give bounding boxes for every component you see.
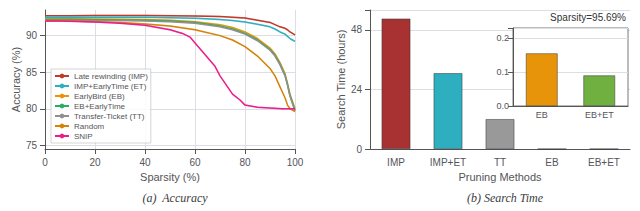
svg-text:(b) Search Time: (b) Search Time [467, 191, 544, 205]
svg-text:Sparsity (%): Sparsity (%) [140, 171, 200, 183]
svg-text:Late rewinding (IMP): Late rewinding (IMP) [74, 72, 148, 81]
svg-text:EarlyBird (EB): EarlyBird (EB) [74, 92, 125, 101]
svg-text:IMP+ET: IMP+ET [430, 157, 466, 168]
svg-text:Transfer-Ticket (TT): Transfer-Ticket (TT) [74, 112, 145, 121]
svg-text:100: 100 [287, 157, 304, 168]
svg-text:SNIP: SNIP [74, 132, 93, 141]
svg-text:0.2: 0.2 [496, 33, 509, 43]
svg-text:EB+ET: EB+ET [585, 110, 614, 120]
svg-text:EB: EB [536, 110, 548, 120]
svg-text:Search Time (hours): Search Time (hours) [335, 30, 347, 130]
svg-text:Pruning Methods: Pruning Methods [458, 171, 542, 183]
svg-text:48: 48 [351, 24, 363, 35]
svg-text:75: 75 [26, 140, 38, 151]
svg-text:Random: Random [74, 122, 105, 131]
svg-text:0.1: 0.1 [496, 67, 509, 77]
svg-text:EB: EB [545, 157, 559, 168]
svg-text:90: 90 [26, 30, 38, 41]
svg-text:EB+EarlyTime: EB+EarlyTime [74, 102, 126, 111]
svg-text:EB+ET: EB+ET [588, 157, 620, 168]
svg-text:(a) Accuracy: (a) Accuracy [142, 191, 208, 205]
svg-text:IMP+EarlyTime (ET): IMP+EarlyTime (ET) [74, 82, 147, 91]
svg-text:TT: TT [494, 157, 506, 168]
svg-text:40: 40 [139, 157, 151, 168]
svg-text:80: 80 [239, 157, 251, 168]
svg-text:20: 20 [89, 157, 101, 168]
svg-text:85: 85 [26, 67, 38, 78]
svg-text:24: 24 [351, 84, 363, 95]
svg-text:0.0: 0.0 [496, 101, 509, 111]
svg-text:Sparsity=95.69%: Sparsity=95.69% [550, 12, 626, 23]
svg-text:Accuracy (%): Accuracy (%) [10, 47, 22, 112]
svg-text:IMP: IMP [387, 157, 405, 168]
svg-text:60: 60 [189, 157, 201, 168]
svg-text:0: 0 [356, 144, 362, 155]
svg-text:80: 80 [26, 103, 38, 114]
svg-text:0: 0 [42, 157, 48, 168]
